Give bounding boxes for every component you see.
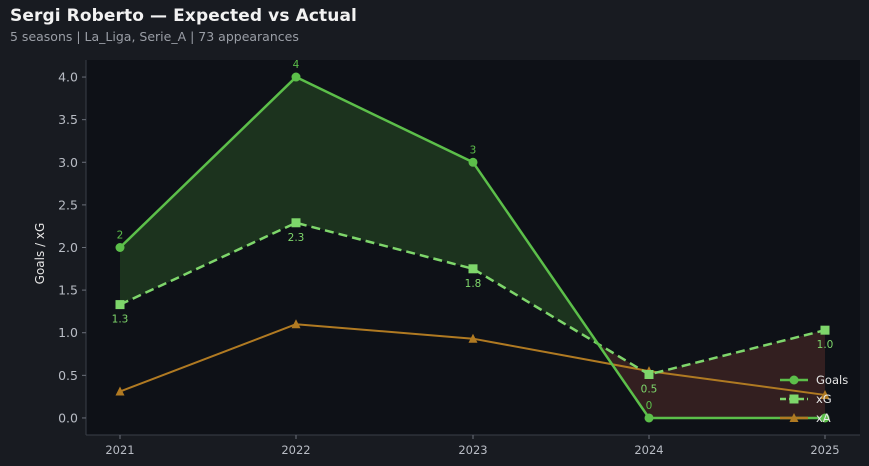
- chart-header: Sergi Roberto — Expected vs Actual 5 sea…: [10, 6, 357, 44]
- goals-data-label: 0: [646, 400, 653, 412]
- goals-data-label: 4: [293, 59, 300, 71]
- x-tick-label: 2025: [810, 443, 839, 457]
- legend-label-xg: xG: [816, 392, 832, 406]
- xa-point: [820, 389, 830, 399]
- legend-xa-point: [789, 413, 799, 422]
- goals-point: [291, 72, 301, 82]
- legend-label-xa: xA: [816, 411, 831, 425]
- y-tick-label: 2.5: [58, 197, 78, 212]
- y-tick-label: 2.0: [58, 240, 78, 255]
- goals-point: [820, 413, 830, 423]
- y-tick-label: 1.5: [58, 283, 78, 298]
- y-tick-label: 0.5: [58, 368, 78, 383]
- chart-title: Sergi Roberto — Expected vs Actual: [10, 6, 357, 26]
- goals-point: [468, 157, 478, 167]
- y-tick-label: 4.0: [58, 70, 78, 85]
- y-tick-label: 3.5: [58, 112, 78, 127]
- y-tick-label: 3.0: [58, 155, 78, 170]
- x-tick-label: 2021: [105, 443, 134, 457]
- xg-point: [468, 264, 478, 274]
- x-tick-label: 2024: [634, 443, 663, 457]
- xg-point: [115, 300, 125, 310]
- goals-point: [115, 243, 125, 252]
- xg-data-label: 1.8: [465, 278, 482, 290]
- xg-point: [820, 325, 830, 335]
- xg-data-label: 1.3: [112, 314, 129, 326]
- legend-label-goals: Goals: [816, 373, 848, 387]
- xg-line: [119, 221, 826, 376]
- overperformance-fill: [296, 77, 473, 269]
- xg-data-label: 0.5: [641, 383, 658, 395]
- xa-point: [291, 319, 301, 329]
- goals-point: [644, 413, 654, 423]
- underperformance-fill: [649, 330, 825, 418]
- xg-data-label: 2.3: [288, 232, 305, 244]
- x-tick-label: 2022: [281, 443, 310, 457]
- y-axis-label: Goals / xG: [33, 223, 47, 285]
- y-tick-label: 0.0: [58, 410, 78, 425]
- xa-point: [468, 333, 478, 343]
- xg-point: [291, 218, 301, 228]
- legend-xg-point: [789, 394, 799, 404]
- xg-data-label: 1.0: [817, 339, 834, 351]
- chart-subtitle: 5 seasons | La_Liga, Serie_A | 73 appear…: [10, 29, 299, 44]
- xa-point: [115, 386, 125, 396]
- goals-data-label: 2: [117, 230, 124, 242]
- legend-goals-point: [789, 375, 799, 385]
- x-tick-label: 2023: [458, 443, 487, 457]
- xg-point: [644, 369, 654, 379]
- overperformance-fill: [120, 77, 296, 305]
- y-tick-label: 1.0: [58, 325, 78, 340]
- goals-data-label: 3: [470, 144, 477, 156]
